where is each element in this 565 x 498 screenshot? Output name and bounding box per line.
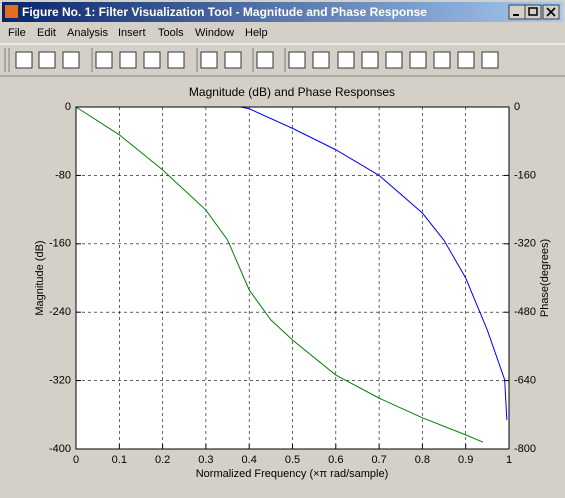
menu-item[interactable]: Analysis [67,27,108,39]
x-tick-label: 0.9 [458,454,473,466]
y2-tick-label: -800 [514,443,536,455]
series-line [240,106,508,420]
close-glyph [546,7,556,17]
menu-item[interactable]: Insert [118,27,146,39]
series-line [75,106,484,443]
toolbar-button[interactable] [481,51,499,69]
y-tick-label: -160 [49,238,71,250]
x-tick-label: 0.7 [371,454,386,466]
toolbar-button[interactable] [15,51,33,69]
x-tick-label: 0.6 [328,454,343,466]
toolbar-button[interactable] [312,51,330,69]
toolbar-button[interactable] [256,51,274,69]
x-tick-label: 0 [73,454,79,466]
y2-tick-label: -160 [514,169,536,181]
x-tick-label: 0.1 [112,454,127,466]
toolbar-button[interactable] [457,51,475,69]
toolbar-button[interactable] [38,51,56,69]
chart-title: Magnitude (dB) and Phase Responses [189,85,395,99]
window-title: Figure No. 1: Filter Visualization Tool … [22,5,427,19]
y2-tick-label: -320 [514,238,536,250]
maximize-glyph [528,7,538,16]
menu-item[interactable]: Tools [158,27,184,39]
y-axis-label: Magnitude (dB) [34,240,46,315]
toolbar-button[interactable] [409,51,427,69]
plot: 0 0.1 0.2 0.3 0.4 0.5 0.6 0.7 0.8 0.9 1 0 -80 -160 -24… [49,101,536,466]
toolbar-button[interactable] [143,51,161,69]
menu-item[interactable]: Edit [37,27,56,39]
minimize-button[interactable] [508,4,526,20]
y2-tick-label: -640 [514,375,536,387]
x-axis-label: Normalized Frequency (×π rad/sample) [196,468,389,480]
x-tick-label: 1 [506,454,512,466]
menu-item[interactable]: Window [195,27,234,39]
toolbar-button[interactable] [385,51,403,69]
y2-axis-label: Phase(degrees) [539,239,551,317]
toolbar-button[interactable] [95,51,113,69]
y2-tick-label: -480 [514,306,536,318]
title-bar [2,2,563,22]
toolbar [4,48,499,72]
toolbar-button[interactable] [62,51,80,69]
toolbar-button[interactable] [433,51,451,69]
y-tick-label: -400 [49,443,71,455]
x-tick-label: 0.4 [242,454,257,466]
axes-box [75,106,510,450]
toolbar-button[interactable] [288,51,306,69]
x-tick-label: 0.3 [198,454,213,466]
y-tick-label: -80 [55,169,71,181]
toolbar-button[interactable] [337,51,355,69]
x-tick-label: 0.8 [415,454,430,466]
toolbar-button[interactable] [224,51,242,69]
menu-bar: File Edit Analysis Insert Tools Window Help [8,27,268,39]
app-icon [5,5,18,18]
toolbar-button[interactable] [167,51,185,69]
maximize-button[interactable] [524,4,542,20]
y2-tick-label: 0 [514,101,520,113]
x-tick-label: 0.5 [285,454,300,466]
x-tick-label: 0.2 [155,454,170,466]
window-buttons[interactable] [508,4,560,20]
y-tick-label: -320 [49,375,71,387]
toolbar-button[interactable] [361,51,379,69]
y-tick-label: -240 [49,306,71,318]
toolbar-button[interactable] [119,51,137,69]
toolbar-button[interactable] [200,51,218,69]
menu-item[interactable]: File [8,27,26,39]
menu-item[interactable]: Help [245,27,268,39]
y-tick-label: 0 [65,101,71,113]
